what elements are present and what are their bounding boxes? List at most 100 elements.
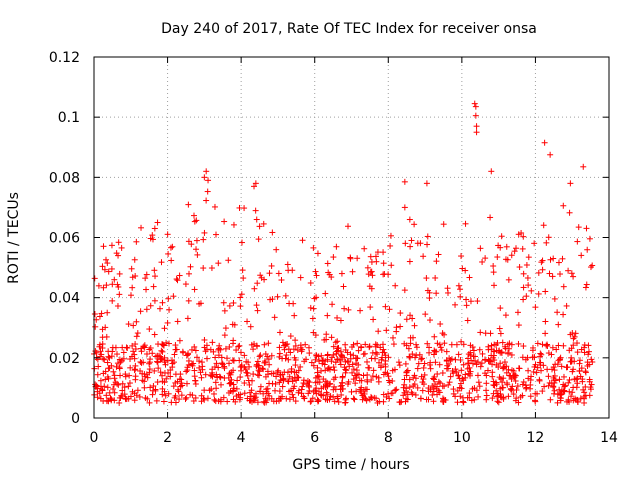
data-point <box>490 262 497 269</box>
data-point <box>193 217 200 224</box>
data-point <box>143 306 150 313</box>
data-point <box>343 367 350 374</box>
data-point <box>334 395 341 402</box>
data-point <box>347 355 354 362</box>
data-point <box>342 369 349 376</box>
data-point <box>520 270 527 277</box>
data-point <box>462 371 469 378</box>
data-point <box>364 358 371 365</box>
data-point <box>515 399 522 406</box>
data-point <box>414 384 421 391</box>
data-point <box>248 398 255 405</box>
data-point <box>407 334 414 341</box>
data-point <box>444 362 451 369</box>
data-point <box>108 362 115 369</box>
data-point <box>118 357 125 364</box>
data-point <box>490 381 497 388</box>
data-point <box>364 386 371 393</box>
data-point <box>213 371 220 378</box>
data-point <box>338 391 345 398</box>
data-point <box>525 254 532 261</box>
data-point <box>172 399 179 406</box>
data-point <box>226 370 233 377</box>
data-point <box>491 282 498 289</box>
data-point <box>191 286 198 293</box>
data-point <box>178 382 185 389</box>
data-point <box>340 283 347 290</box>
data-point <box>127 292 134 299</box>
data-point <box>560 283 567 290</box>
data-point <box>218 360 225 367</box>
data-point <box>476 346 483 353</box>
data-point <box>101 266 108 273</box>
data-point <box>550 255 557 262</box>
data-point <box>288 365 295 372</box>
data-point <box>452 393 459 400</box>
data-point <box>256 388 263 395</box>
data-point <box>555 321 562 328</box>
data-point <box>339 385 346 392</box>
data-point <box>161 379 168 386</box>
data-point <box>166 340 173 347</box>
data-point <box>158 259 165 266</box>
data-point <box>221 332 228 339</box>
data-point <box>551 387 558 394</box>
data-point <box>261 341 268 348</box>
data-point <box>545 382 552 389</box>
data-point <box>140 343 147 350</box>
x-tick-label: 14 <box>600 430 618 446</box>
data-point <box>392 282 399 289</box>
data-point <box>438 347 445 354</box>
data-point <box>531 354 538 361</box>
data-point <box>297 344 304 351</box>
data-point <box>350 395 357 402</box>
data-point <box>250 371 257 378</box>
data-point <box>516 264 523 271</box>
data-point <box>127 393 134 400</box>
data-point <box>114 302 121 309</box>
data-point <box>358 344 365 351</box>
data-point <box>291 374 298 381</box>
data-point <box>536 377 543 384</box>
data-point <box>183 352 190 359</box>
data-point <box>575 224 582 231</box>
data-point <box>382 303 389 310</box>
y-tick-label: 0.1 <box>58 110 80 126</box>
data-point <box>114 351 121 358</box>
data-point <box>401 389 408 396</box>
data-point <box>530 368 537 375</box>
data-point <box>473 387 480 394</box>
data-point <box>246 381 253 388</box>
data-point <box>527 385 534 392</box>
data-point <box>104 309 111 316</box>
data-point <box>149 232 156 239</box>
data-point <box>554 309 561 316</box>
data-point <box>411 221 418 228</box>
data-point <box>208 265 215 272</box>
data-point <box>253 302 260 309</box>
data-point <box>139 377 146 384</box>
data-point <box>237 294 244 301</box>
data-point <box>313 390 320 397</box>
data-point <box>159 372 166 379</box>
data-point <box>401 376 408 383</box>
data-point <box>300 393 307 400</box>
data-point <box>589 262 596 269</box>
data-point <box>497 360 504 367</box>
data-point <box>487 358 494 365</box>
data-point <box>351 396 358 403</box>
data-point <box>142 275 149 282</box>
data-point <box>556 386 563 393</box>
data-point <box>115 252 122 259</box>
data-point <box>504 341 511 348</box>
data-point <box>180 349 187 356</box>
data-point <box>508 387 515 394</box>
data-point <box>337 317 344 324</box>
data-point <box>321 361 328 368</box>
data-point <box>335 398 342 405</box>
data-point <box>109 344 116 351</box>
data-point <box>212 398 219 405</box>
data-point <box>171 394 178 401</box>
data-point <box>413 341 420 348</box>
data-point <box>500 384 507 391</box>
